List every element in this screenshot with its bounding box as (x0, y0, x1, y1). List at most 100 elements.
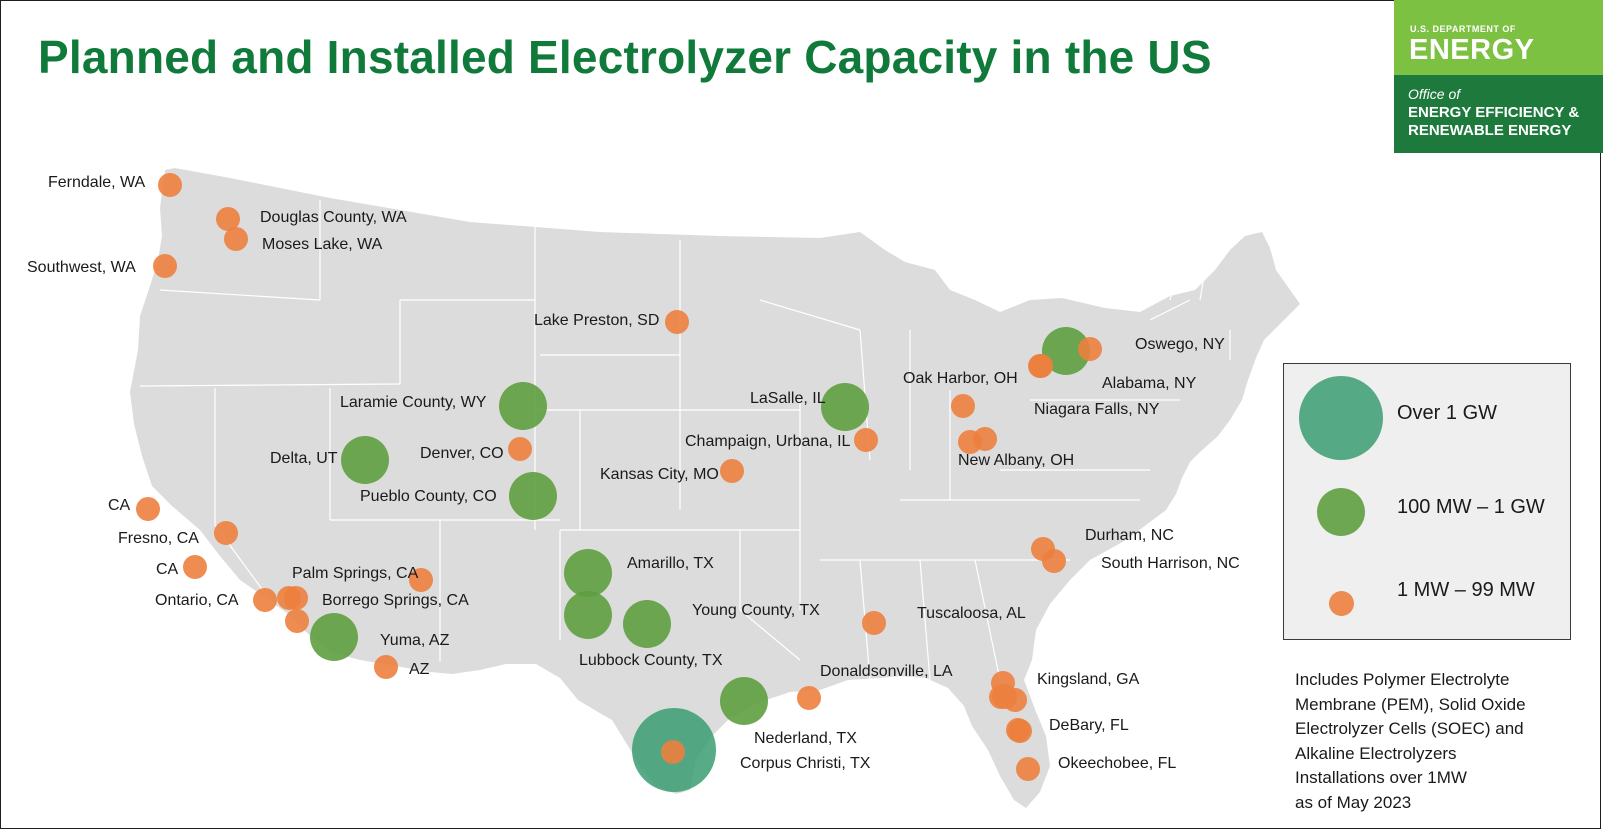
site-label: Moses Lake, WA (262, 236, 383, 253)
legend-label-small: 1 MW – 99 MW (1397, 579, 1535, 601)
site-marker (374, 655, 398, 679)
state-border-line (1199, 269, 1206, 301)
site-marker (854, 428, 878, 452)
site-label: Pueblo County, CO (360, 488, 497, 505)
legend-box: Over 1 GW 100 MW – 1 GW 1 MW – 99 MW (1283, 363, 1571, 640)
site-marker (821, 383, 869, 431)
doe-office-text: Office of (1408, 86, 1461, 102)
site-label: Donaldsonville, LA (820, 663, 953, 680)
page-title: Planned and Installed Electrolyzer Capac… (38, 31, 1212, 83)
doe-eere-logo: U.S. DEPARTMENT OF ENERGY Office of ENER… (1394, 0, 1603, 153)
site-label: Douglas County, WA (260, 209, 407, 226)
site-marker (797, 686, 821, 710)
note-line: Includes Polymer Electrolyte (1295, 670, 1510, 689)
doe-dept-text: U.S. DEPARTMENT OF (1410, 24, 1516, 34)
site-label: CA (108, 497, 131, 514)
state-border-line (974, 559, 1001, 681)
site-marker (661, 740, 685, 764)
site-marker (720, 677, 768, 725)
site-label: Durham, NC (1085, 527, 1174, 544)
site-marker (1042, 549, 1066, 573)
state-border-line (739, 609, 801, 661)
us-landmass (130, 168, 1300, 808)
site-label: Corpus Christi, TX (740, 755, 871, 772)
site-label: Nederland, TX (754, 730, 857, 747)
site-marker (564, 549, 612, 597)
site-label: Niagara Falls, NY (1034, 401, 1160, 418)
site-label: Tuscaloosa, AL (917, 605, 1026, 622)
site-label: Delta, UT (270, 450, 338, 467)
site-label: Laramie County, WY (340, 394, 487, 411)
site-marker (720, 459, 744, 483)
note-line: as of May 2023 (1295, 792, 1412, 812)
site-label: Borrego Springs, CA (322, 592, 469, 609)
site-label: Lake Preston, SD (534, 312, 660, 329)
us-land-shape (130, 168, 1300, 808)
site-label: Ferndale, WA (48, 174, 146, 191)
site-marker (1028, 354, 1052, 378)
legend-swatch-over-1gw (1299, 376, 1383, 460)
site-marker (224, 227, 248, 251)
site-marker (341, 436, 389, 484)
doe-energy-text: ENERGY (1409, 34, 1535, 66)
site-label: Lubbock County, TX (579, 652, 723, 669)
legend-swatch-mid (1317, 488, 1365, 536)
site-marker (951, 394, 975, 418)
site-marker (862, 611, 886, 635)
site-label: Alabama, NY (1102, 375, 1197, 392)
state-border-line (1149, 299, 1191, 321)
site-label: Fresno, CA (118, 530, 199, 547)
site-label: Champaign, Urbana, IL (685, 433, 851, 450)
site-label: Yuma, AZ (380, 632, 450, 649)
site-label: CA (156, 561, 179, 578)
site-label: Young County, TX (692, 602, 820, 619)
site-label: Ontario, CA (155, 592, 239, 609)
site-marker (665, 310, 689, 334)
doe-eere-line2: RENEWABLE ENERGY (1408, 122, 1572, 139)
site-label: Amarillo, TX (627, 555, 714, 572)
state-border-line (139, 383, 401, 387)
site-marker (958, 430, 982, 454)
site-label: Oswego, NY (1135, 336, 1225, 353)
site-marker (1078, 337, 1102, 361)
state-border-line (759, 299, 861, 331)
site-label: DeBary, FL (1049, 717, 1129, 734)
site-marker (183, 555, 207, 579)
site-marker (509, 472, 557, 520)
site-marker (508, 437, 532, 461)
site-marker (623, 600, 671, 648)
site-label: Denver, CO (420, 445, 504, 462)
site-marker (158, 173, 182, 197)
site-label: Oak Harbor, OH (903, 370, 1018, 387)
site-label: South Harrison, NC (1101, 555, 1240, 572)
site-marker (216, 207, 240, 231)
site-marker (277, 586, 301, 610)
site-label: Kansas City, MO (600, 466, 719, 483)
note-line: Membrane (PEM), Solid Oxide (1295, 694, 1526, 714)
legend-label-over-1gw: Over 1 GW (1397, 402, 1498, 424)
doe-eere-line1: ENERGY EFFICIENCY & (1408, 104, 1580, 121)
site-marker (499, 382, 547, 430)
note-line: Alkaline Electrolyzers (1295, 743, 1457, 763)
site-marker (1016, 757, 1040, 781)
note-line: Electrolyzer Cells (SOEC) and (1295, 719, 1524, 738)
doe-logo-top: U.S. DEPARTMENT OF ENERGY (1394, 0, 1603, 75)
installation-note: Includes Polymer Electrolyte Membrane (P… (1295, 668, 1585, 815)
legend-label-mid: 100 MW – 1 GW (1397, 496, 1545, 518)
site-marker (991, 671, 1015, 695)
site-markers (136, 173, 1102, 792)
site-marker (564, 591, 612, 639)
state-border-line (919, 559, 931, 681)
state-border-line (1079, 249, 1101, 301)
state-border-line (214, 388, 271, 601)
site-marker (310, 613, 358, 661)
site-marker (285, 609, 309, 633)
site-label: Southwest, WA (27, 259, 136, 276)
site-marker (136, 497, 160, 521)
state-border-line (1169, 259, 1181, 301)
site-marker (409, 568, 433, 592)
doe-logo-bottom: Office of ENERGY EFFICIENCY & RENEWABLE … (1394, 75, 1603, 153)
state-border-line (159, 289, 321, 301)
legend-swatch-small (1329, 591, 1354, 616)
